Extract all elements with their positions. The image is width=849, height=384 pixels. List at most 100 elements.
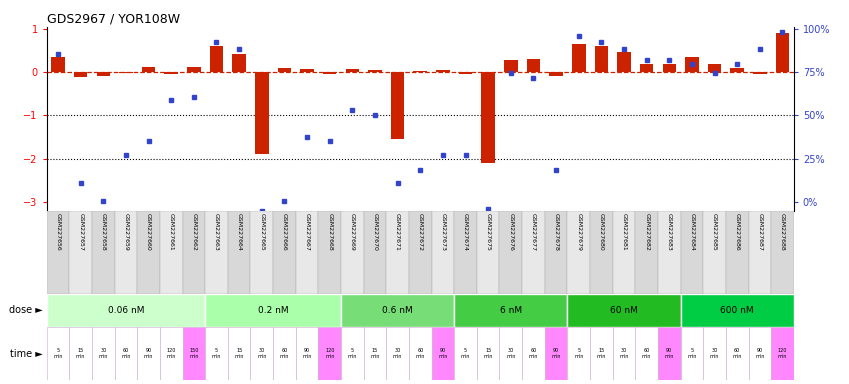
Bar [436, 70, 450, 72]
Text: GSM227680: GSM227680 [599, 213, 604, 251]
Bar [47, 327, 70, 380]
Bar [504, 60, 518, 72]
Bar [477, 327, 499, 380]
Bar [210, 46, 223, 72]
Text: 30
min: 30 min [393, 348, 402, 359]
Text: GSM227656: GSM227656 [55, 213, 60, 251]
Text: 60
min: 60 min [642, 348, 651, 359]
Bar [613, 210, 635, 294]
Text: 5
min: 5 min [211, 348, 222, 359]
Text: GSM227665: GSM227665 [259, 213, 264, 251]
Text: 60
min: 60 min [279, 348, 290, 359]
Bar [341, 294, 454, 327]
Text: 90
min: 90 min [551, 348, 561, 359]
Text: 60
min: 60 min [529, 348, 538, 359]
Bar [431, 327, 454, 380]
Bar [726, 210, 749, 294]
Text: 5
min: 5 min [347, 348, 357, 359]
Bar [749, 327, 771, 380]
Text: GSM227658: GSM227658 [101, 213, 106, 251]
Bar [617, 51, 631, 72]
Bar [205, 210, 228, 294]
Bar [70, 210, 92, 294]
Bar [685, 57, 699, 72]
Text: 90
min: 90 min [438, 348, 447, 359]
Text: GSM227679: GSM227679 [576, 213, 582, 251]
Bar [499, 210, 522, 294]
Text: 30
min: 30 min [257, 348, 267, 359]
Bar [183, 327, 205, 380]
Text: 150
min: 150 min [189, 348, 199, 359]
Bar [726, 327, 749, 380]
Bar [681, 294, 794, 327]
Text: GSM227685: GSM227685 [712, 213, 717, 251]
Text: GSM227683: GSM227683 [666, 213, 672, 251]
Text: time ►: time ► [9, 349, 42, 359]
Bar [662, 65, 676, 72]
Text: GSM227676: GSM227676 [509, 213, 514, 251]
Bar [730, 68, 744, 72]
Bar [138, 327, 160, 380]
Bar [295, 210, 318, 294]
Bar [522, 210, 545, 294]
Text: 0.6 nM: 0.6 nM [382, 306, 413, 315]
Bar [703, 210, 726, 294]
Bar [138, 210, 160, 294]
Text: 120
min: 120 min [166, 348, 176, 359]
Bar [749, 210, 771, 294]
Text: GSM227687: GSM227687 [757, 213, 762, 251]
Bar [640, 64, 654, 72]
Bar [635, 210, 658, 294]
Bar [658, 210, 681, 294]
Bar [386, 327, 409, 380]
Text: 5
min: 5 min [461, 348, 470, 359]
Bar [160, 210, 183, 294]
Text: 5
min: 5 min [53, 348, 63, 359]
Text: GSM227663: GSM227663 [214, 213, 219, 251]
Text: GSM227670: GSM227670 [373, 213, 378, 251]
Bar [142, 67, 155, 72]
Bar [368, 70, 382, 72]
Text: GSM227659: GSM227659 [123, 213, 128, 251]
Bar [753, 72, 767, 74]
Bar [771, 210, 794, 294]
Bar [205, 294, 341, 327]
Bar [47, 210, 70, 294]
Bar [454, 210, 477, 294]
Text: GSM227666: GSM227666 [282, 213, 287, 251]
Bar [481, 72, 495, 163]
Text: GSM227664: GSM227664 [237, 213, 242, 251]
Bar [526, 59, 540, 72]
Text: 30
min: 30 min [506, 348, 515, 359]
Bar [74, 72, 87, 78]
Bar [567, 327, 590, 380]
Bar [409, 327, 431, 380]
Bar [658, 327, 681, 380]
Bar [295, 327, 318, 380]
Bar [250, 210, 273, 294]
Bar [454, 294, 567, 327]
Text: 120
min: 120 min [325, 348, 335, 359]
Bar [590, 327, 613, 380]
Bar [708, 65, 722, 72]
Bar [228, 327, 250, 380]
Bar [363, 210, 386, 294]
Bar [205, 327, 228, 380]
Text: 120
min: 120 min [778, 348, 787, 359]
Text: GSM227678: GSM227678 [554, 213, 559, 251]
Bar [273, 210, 295, 294]
Bar [454, 327, 477, 380]
Bar [92, 210, 115, 294]
Text: GSM227661: GSM227661 [169, 213, 174, 251]
Bar [187, 67, 200, 72]
Text: GDS2967 / YOR108W: GDS2967 / YOR108W [47, 13, 180, 26]
Text: 90
min: 90 min [302, 348, 312, 359]
Text: GSM227681: GSM227681 [621, 213, 627, 251]
Bar [341, 327, 363, 380]
Bar [499, 327, 522, 380]
Text: 60
min: 60 min [415, 348, 425, 359]
Bar [92, 327, 115, 380]
Bar [301, 69, 314, 72]
Bar [250, 327, 273, 380]
Bar [681, 327, 703, 380]
